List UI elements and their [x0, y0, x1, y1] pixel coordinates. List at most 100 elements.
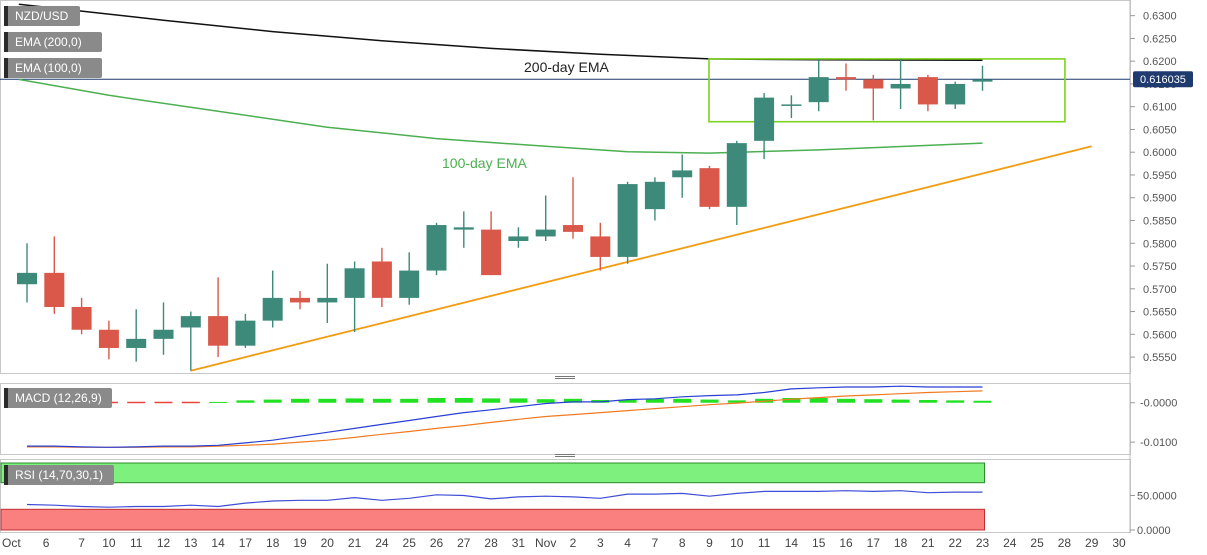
ema200-annotation: 200-day EMA: [524, 59, 609, 75]
support-trendline: [190, 145, 1092, 372]
macd-histogram-bar: [809, 398, 828, 403]
candle-body[interactable]: [344, 268, 365, 298]
legend-price-chip-edge: [4, 6, 8, 26]
candle-body[interactable]: [180, 316, 201, 328]
candle-body[interactable]: [399, 270, 420, 298]
candle-body[interactable]: [726, 143, 747, 207]
candle-body[interactable]: [590, 236, 611, 257]
legend-ema100-chip[interactable]: [4, 58, 102, 78]
rsi-tick-label: 0.0000: [1137, 525, 1171, 537]
date-label: 20: [321, 536, 335, 550]
price-tick-label: 0.5800: [1143, 238, 1177, 250]
candle-body[interactable]: [808, 77, 829, 103]
macd-histogram-bar: [372, 398, 391, 403]
candle-body[interactable]: [781, 104, 802, 106]
candle-body[interactable]: [890, 83, 911, 89]
candle-body[interactable]: [126, 338, 147, 348]
legend-macd-chip[interactable]: [4, 388, 112, 408]
legend-ema100-label: EMA (100,0): [15, 61, 82, 75]
macd-histogram-bar: [236, 400, 255, 403]
candle-body[interactable]: [17, 272, 37, 285]
candle-body[interactable]: [917, 77, 938, 105]
legend-ema200-chip-edge: [4, 32, 8, 52]
date-label: 2: [570, 536, 577, 550]
date-label: 28: [1058, 536, 1072, 550]
candle-body[interactable]: [481, 229, 502, 276]
macd-pane: [0, 383, 1131, 455]
candle-body[interactable]: [508, 236, 529, 241]
macd-histogram-bar: [837, 398, 855, 403]
date-label: 11: [758, 536, 771, 550]
macd-histogram-bar: [345, 398, 364, 403]
price-tick-label: 0.6300: [1143, 11, 1177, 23]
legend-rsi-chip[interactable]: [4, 465, 114, 485]
candle-body[interactable]: [262, 297, 283, 321]
date-label: 13: [184, 536, 198, 550]
date-label: 14: [785, 536, 799, 550]
price-tick-label: 0.5550: [1143, 352, 1177, 364]
macd-histogram-bar: [700, 399, 719, 403]
macd-tick-label: -0.0000: [1140, 398, 1177, 410]
macd-histogram-bar: [482, 398, 501, 403]
candle-body[interactable]: [235, 320, 256, 346]
date-label: 17: [239, 536, 253, 550]
legend-ema200-chip[interactable]: [4, 32, 102, 52]
date-label: 16: [839, 536, 853, 550]
date-label: Nov: [535, 536, 556, 550]
price-tick-label: 0.5950: [1143, 170, 1177, 182]
legend-ema200-label: EMA (200,0): [15, 35, 82, 49]
date-label: 29: [1085, 536, 1099, 550]
legend-rsi-chip-edge: [4, 465, 8, 485]
rsi-line: [26, 490, 983, 508]
candle-body[interactable]: [672, 170, 693, 178]
candle-body[interactable]: [754, 97, 775, 141]
candle-body[interactable]: [208, 316, 229, 346]
legend-price-chip[interactable]: [4, 6, 80, 26]
price-tick-label: 0.5700: [1143, 284, 1177, 296]
date-label: 4: [624, 536, 631, 550]
candle-body[interactable]: [836, 77, 856, 80]
candle-body[interactable]: [426, 225, 447, 271]
candle-body[interactable]: [153, 329, 174, 339]
candle-body[interactable]: [972, 79, 993, 82]
candle-body[interactable]: [98, 329, 119, 348]
candle-body[interactable]: [617, 184, 638, 257]
date-label: 31: [512, 536, 526, 550]
date-label: 26: [430, 536, 444, 550]
legend-price-label: NZD/USD: [15, 9, 69, 23]
macd-histogram-bar: [209, 401, 228, 403]
date-label: 25: [403, 536, 417, 550]
candle-body[interactable]: [644, 181, 665, 210]
candle-body[interactable]: [290, 297, 310, 303]
candle-body[interactable]: [699, 168, 720, 207]
candle-body[interactable]: [453, 227, 474, 230]
candle-body[interactable]: [945, 83, 966, 105]
current-price-label: 0.616035: [1140, 74, 1186, 86]
rsi-tick-label: 50.0000: [1137, 491, 1177, 503]
date-label: 7: [78, 536, 85, 550]
macd-histogram-bar: [509, 398, 528, 403]
candle-body[interactable]: [371, 261, 392, 298]
date-label: 8: [679, 536, 686, 550]
candle-body[interactable]: [563, 225, 583, 232]
date-label: 19: [293, 536, 307, 550]
ema100-line: [18, 78, 983, 154]
candle-body[interactable]: [71, 306, 92, 330]
price-tick-label: 0.5850: [1143, 216, 1177, 228]
candle-body[interactable]: [317, 297, 338, 303]
macd-tick-label: -0.0100: [1140, 437, 1177, 449]
macd-histogram-bar: [618, 399, 637, 403]
price-tick-label: 0.5750: [1143, 261, 1177, 273]
candle-body[interactable]: [863, 79, 884, 89]
date-label: 24: [375, 536, 389, 550]
candle-body[interactable]: [44, 272, 65, 307]
date-label: Oct: [2, 536, 21, 550]
macd-signal-line: [27, 390, 983, 448]
rsi-overbought-zone: [0, 462, 985, 484]
macd-histogram-bar: [564, 398, 582, 403]
candle-body[interactable]: [535, 229, 556, 237]
date-label: 18: [894, 536, 908, 550]
macd-histogram-bar: [891, 399, 910, 403]
legend-ema100-chip-edge: [4, 58, 8, 78]
